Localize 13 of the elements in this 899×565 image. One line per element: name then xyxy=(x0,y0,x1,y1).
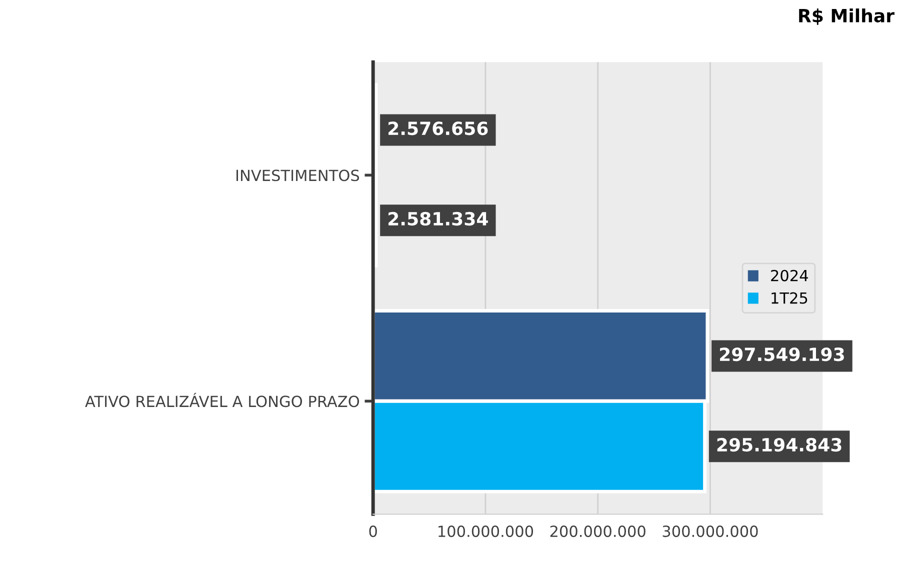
x-tick-label: 200.000.000 xyxy=(550,526,646,538)
data-label: 2.576.656 xyxy=(388,122,488,136)
data-label: 295.194.843 xyxy=(717,438,842,452)
legend-label: 2024 xyxy=(771,270,808,282)
data-label: 297.549.193 xyxy=(720,348,844,362)
y-tick-label: ATIVO REALIZÁVEL A LONGO PRAZO xyxy=(85,392,360,408)
chart-title: R$ Milhar xyxy=(799,8,894,25)
x-tick-label: 0 xyxy=(369,526,377,538)
legend-label: 1T25 xyxy=(772,292,808,304)
y-tick-label: INVESTIMENTOS xyxy=(236,170,360,182)
data-label: 2.581.334 xyxy=(388,212,488,226)
x-tick-label: 100.000.000 xyxy=(438,526,534,538)
x-tick-label: 300.000.000 xyxy=(662,526,758,538)
